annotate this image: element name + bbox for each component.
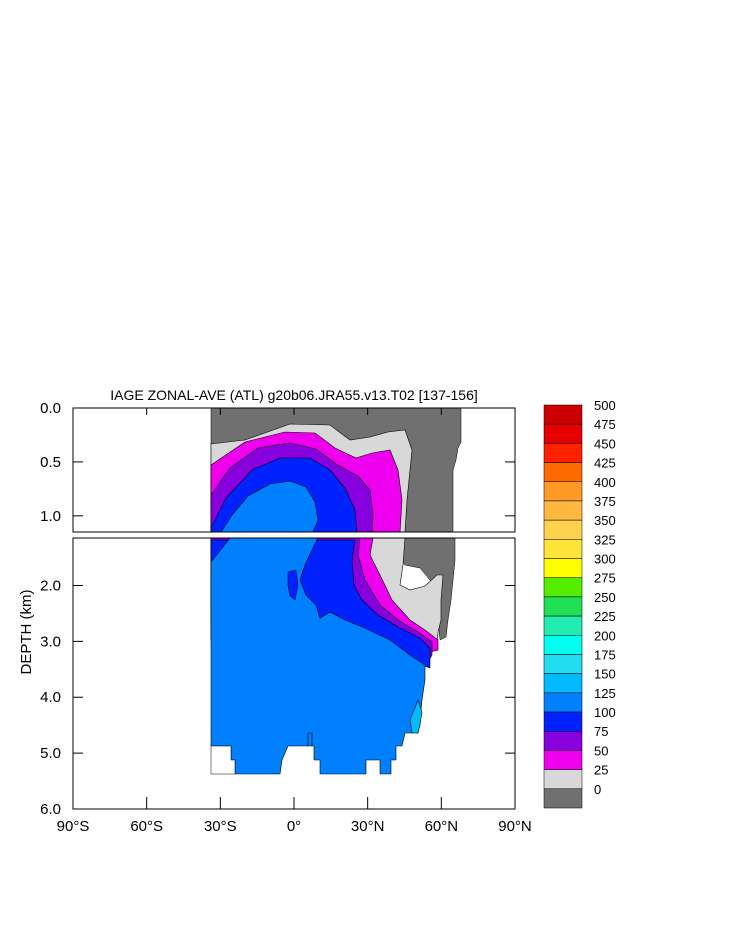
colorbar-swatch: [543, 519, 583, 540]
colorbar-label: 125: [594, 686, 616, 701]
colorbar-label: 475: [594, 417, 616, 432]
x-tick-label: 90°N: [498, 818, 532, 835]
colorbar-swatch: [543, 500, 583, 521]
contour-0-25-lower-white: [210, 745, 236, 775]
colorbar-label: 150: [594, 667, 616, 682]
y-tick-label: 5.0: [40, 745, 61, 762]
colorbar-label: 250: [594, 590, 616, 605]
y-tick-label: 2.0: [40, 577, 61, 594]
contour-125-150-upper: [220, 480, 319, 532]
axes: 90°S 60°S 30°S 0° 30°N 60°N 90°N 0.0 0.5 1.0 2.0 3.…: [40, 400, 532, 835]
x-tick-label: 60°N: [425, 818, 459, 835]
colorbar-swatch: [543, 654, 583, 674]
colorbar-label: 25: [594, 763, 608, 778]
y-tick-label: 1.0: [40, 508, 61, 525]
colorbar-label: 100: [594, 705, 616, 720]
colorbar-label: 300: [594, 552, 616, 567]
colorbar-swatch: [543, 788, 583, 809]
colorbar-label: 325: [594, 532, 616, 547]
colorbar-swatch: [543, 730, 583, 751]
colorbar-swatch: [543, 596, 583, 617]
lower-contours: [210, 538, 456, 775]
colorbar-swatch: [543, 443, 583, 463]
colorbar-label: 75: [594, 724, 608, 739]
y-tick-label: 6.0: [40, 801, 61, 818]
y-tick-label: 3.0: [40, 633, 61, 650]
colorbar-swatch: [543, 539, 583, 559]
colorbar-label: 500: [594, 398, 616, 413]
colorbar-swatch: [543, 673, 583, 694]
colorbar: 5004754504254003753503253002752502252001…: [543, 398, 616, 809]
x-tick-label: 30°S: [204, 818, 237, 835]
colorbar-label: 275: [594, 571, 616, 586]
colorbar-swatch: [543, 423, 583, 444]
colorbar-swatch: [543, 711, 583, 732]
colorbar-label: 0: [594, 782, 601, 797]
x-tick-label: 60°S: [130, 818, 163, 835]
colorbar-label: 425: [594, 456, 616, 471]
colorbar-swatch: [543, 635, 583, 655]
lower-panel: [72, 537, 516, 810]
colorbar-label: 450: [594, 436, 616, 451]
upper-panel: [72, 407, 516, 533]
colorbar-swatch: [543, 692, 583, 713]
colorbar-label: 375: [594, 494, 616, 509]
colorbar-label: 225: [594, 609, 616, 624]
x-tick-label: 90°S: [57, 818, 90, 835]
chart-title: IAGE ZONAL-AVE (ATL) g20b06.JRA55.v13.T0…: [110, 387, 478, 403]
x-tick-label: 30°N: [351, 818, 385, 835]
colorbar-label: 50: [594, 743, 608, 758]
colorbar-label: 350: [594, 513, 616, 528]
y-axis-label: DEPTH (km): [18, 590, 35, 675]
x-tick-label: 0°: [287, 818, 301, 835]
upper-contours: [210, 408, 462, 532]
colorbar-label: 200: [594, 628, 616, 643]
y-tick-label: 0.5: [40, 454, 61, 471]
colorbar-label: 175: [594, 647, 616, 662]
colorbar-swatch: [543, 750, 583, 770]
colorbar-swatch: [543, 615, 583, 636]
y-tick-label: 0.0: [40, 400, 61, 417]
colorbar-swatch: [543, 769, 583, 790]
colorbar-swatch: [543, 577, 583, 598]
colorbar-swatch: [543, 558, 583, 578]
contour-150-175-lower: [409, 699, 423, 734]
colorbar-swatch: [543, 404, 583, 425]
land-gap: [287, 569, 299, 601]
contour-125-150-lower: [210, 538, 426, 775]
y-tick-label: 4.0: [40, 689, 61, 706]
colorbar-label: 400: [594, 475, 616, 490]
colorbar-swatch: [543, 462, 583, 483]
colorbar-swatch: [543, 481, 583, 502]
